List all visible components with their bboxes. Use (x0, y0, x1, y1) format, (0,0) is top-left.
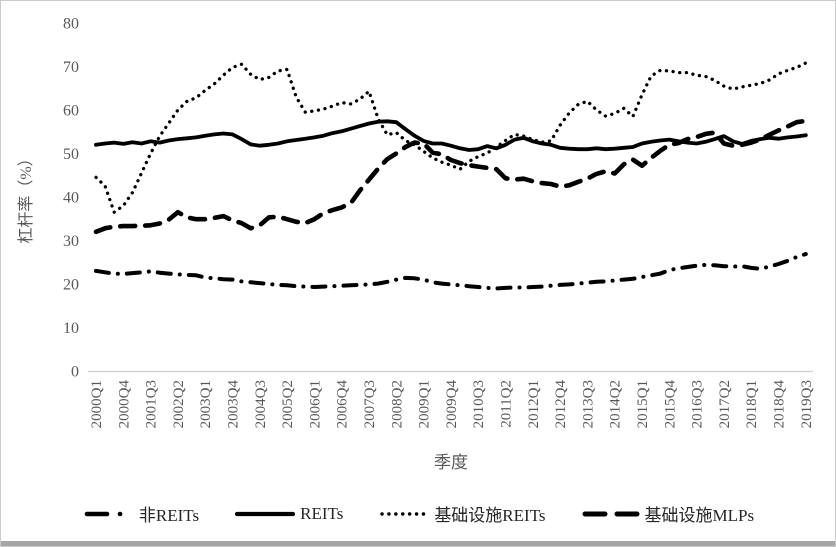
x-tick-label: 2012Q4 (553, 380, 569, 429)
y-tick-label: 50 (63, 146, 79, 163)
x-tick-label: 2016Q3 (690, 380, 706, 428)
x-tick-label: 2019Q3 (799, 380, 815, 428)
y-axis-title: 杠杆率（%） (17, 150, 35, 243)
y-tick-label: 40 (63, 190, 79, 207)
legend-item-infra-mlps: 基础设施MLPs (582, 501, 755, 526)
x-tick-label: 2012Q1 (526, 380, 542, 428)
x-tick-label: 2013Q3 (580, 380, 596, 428)
x-tick-label: 2017Q2 (717, 380, 733, 428)
x-axis-title: 季度 (434, 453, 468, 472)
x-tick-label: 2014Q2 (608, 380, 624, 428)
series-line-solid (94, 119, 808, 152)
x-tick-label: 2000Q4 (116, 380, 132, 429)
legend-item-infra-reits: 基础设施REITs (379, 501, 546, 526)
figure-bottom-edge-bar (1, 541, 835, 546)
x-tick-label: 2004Q3 (253, 380, 269, 428)
y-tick-label: 60 (63, 103, 79, 120)
legend-label-fei-reits: 非REITs (138, 506, 200, 525)
y-tick-label: 0 (71, 364, 79, 381)
x-tick-label: 2006Q1 (307, 380, 323, 428)
x-tick-label: 2000Q1 (89, 380, 105, 428)
legend-label-infra-reits: 基础设施REITs (434, 506, 546, 525)
x-tick-label: 2018Q4 (772, 380, 788, 429)
legend-item-fei-reits: 非REITs (84, 501, 199, 526)
x-tick-label: 2008Q2 (389, 380, 405, 428)
y-tick-label: 70 (63, 59, 79, 76)
dashed-line-sample-icon (582, 511, 640, 516)
x-tick-label: 2009Q4 (444, 380, 460, 429)
x-tick-label: 2011Q2 (499, 380, 515, 428)
y-tick-label: 80 (63, 16, 79, 33)
y-tick-label: 20 (63, 277, 79, 294)
x-tick-label: 2010Q3 (471, 380, 487, 428)
dotted-line-sample-icon (380, 511, 429, 516)
y-tick-label: 30 (63, 233, 79, 250)
series-line-dash-dot (94, 252, 808, 291)
series-line-dashed (93, 118, 809, 235)
series-line-dotted (94, 61, 808, 214)
x-tick-label: 2009Q1 (417, 380, 433, 428)
x-tick-label: 2002Q2 (171, 380, 187, 428)
solid-line-sample-icon (235, 511, 296, 516)
legend-label-infra-mlps: 基础设施MLPs (644, 506, 755, 525)
x-tick-label: 2003Q4 (226, 380, 242, 429)
x-tick-label: 2015Q1 (635, 380, 651, 428)
x-tick-label: 2007Q3 (362, 380, 378, 428)
y-tick-label: 10 (63, 320, 79, 337)
chart-plot-area: 0 10 20 30 40 50 60 70 80 2000Q1 2000Q4 2001Q3 2002Q… (17, 16, 815, 473)
x-tick-label: 2018Q1 (744, 380, 760, 428)
chart-legend: 非REITs REITs 基础设施REITs 基础设施MLPs (1, 501, 835, 526)
x-tick-label: 2001Q3 (144, 380, 160, 428)
dash-dot-line-sample-icon (84, 511, 134, 516)
x-tick-label: 2006Q4 (335, 380, 351, 429)
x-tick-label: 2005Q2 (280, 380, 296, 428)
x-tick-label: 2015Q4 (662, 380, 678, 429)
legend-label-reits: REITs (300, 503, 344, 523)
legend-item-reits: REITs (235, 504, 343, 524)
x-tick-label: 2003Q1 (198, 380, 214, 428)
